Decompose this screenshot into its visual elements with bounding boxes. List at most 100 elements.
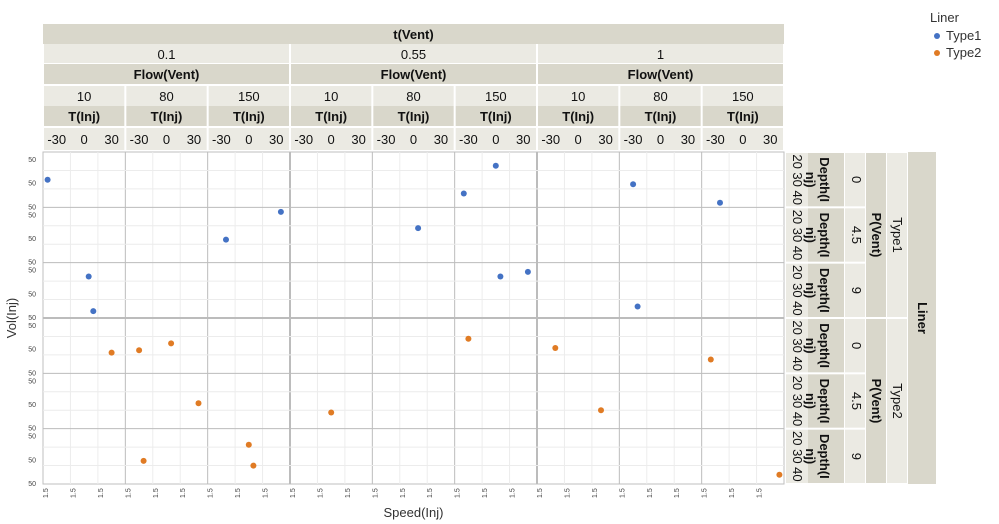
tvent-header-band xyxy=(43,24,784,44)
tinj-tick-cell xyxy=(455,128,536,150)
data-point-type2 xyxy=(195,400,202,407)
y-tick-label: 50 xyxy=(28,157,36,164)
x-tick-label: 1.5 xyxy=(757,488,764,498)
legend-marker-type1 xyxy=(934,33,940,39)
y-tick-label: 50 xyxy=(28,291,36,298)
depth-tick-cell xyxy=(786,429,808,483)
flow-value-label: 150 xyxy=(732,89,754,104)
data-point-type2 xyxy=(245,441,252,448)
data-point-type2 xyxy=(136,347,143,354)
x-tick-label: 1.5 xyxy=(317,488,324,498)
liner-value-label: Type1 xyxy=(890,217,905,252)
depth-tick-cell xyxy=(786,153,808,207)
depth-title-line1: Depth(I xyxy=(817,323,832,368)
data-point-type1 xyxy=(223,236,229,243)
flow-value-cell xyxy=(291,86,372,106)
liner-value-label: Type2 xyxy=(890,383,905,418)
tinj-tick-label: -30 xyxy=(130,132,149,147)
y-tick-label: 50 xyxy=(28,426,36,433)
x-tick-label: 1.5 xyxy=(564,488,571,498)
data-point-type1 xyxy=(630,181,637,188)
depth-tick-cell xyxy=(786,263,808,317)
tinj-tick-cell xyxy=(620,128,701,150)
pvent-value-label: 0 xyxy=(849,342,864,349)
flow-header-band xyxy=(44,64,289,84)
flow-value-cell xyxy=(455,86,536,106)
depth-title-line1: Depth(I xyxy=(817,379,832,424)
liner-header-band xyxy=(908,152,936,484)
tinj-tick-label: 0 xyxy=(657,132,664,147)
x-tick-label: 1.5 xyxy=(70,488,77,498)
y-tick-label: 50 xyxy=(28,236,36,243)
tinj-title: T(Inj) xyxy=(398,109,430,124)
x-tick-label: 1.5 xyxy=(510,488,517,498)
tvent-title: t(Vent) xyxy=(393,27,433,42)
depth-title-line2: nj) xyxy=(803,338,818,354)
tinj-tick-label: -30 xyxy=(459,132,478,147)
tinj-tick-label: -30 xyxy=(541,132,560,147)
tinj-tick-label: -30 xyxy=(624,132,643,147)
pvent-value-label: 9 xyxy=(849,287,864,294)
x-tick-label: 1.5 xyxy=(729,488,736,498)
depth-tick-labels: 20 30 40 xyxy=(790,154,805,205)
liner-value-cell xyxy=(887,319,907,483)
pvent-value-label: 4.5 xyxy=(849,226,864,244)
tvent-value-cell xyxy=(291,44,536,63)
data-point-type1 xyxy=(524,268,531,275)
data-point-type2 xyxy=(776,471,783,478)
data-point-type2 xyxy=(168,340,175,347)
x-tick-label: 1.5 xyxy=(345,488,352,498)
tinj-tick-cell xyxy=(538,128,619,150)
tinj-header-band xyxy=(208,106,289,126)
depth-header-band xyxy=(808,429,844,483)
x-tick-label: 1.5 xyxy=(674,488,681,498)
tinj-header-band xyxy=(455,106,536,126)
tinj-tick-label: -30 xyxy=(706,132,725,147)
tinj-title: T(Inj) xyxy=(151,109,183,124)
data-point-type1 xyxy=(717,199,723,206)
pvent-value-cell xyxy=(845,429,865,483)
data-point-type1 xyxy=(497,273,504,280)
flow-value-cell xyxy=(538,86,619,106)
flow-title: Flow(Vent) xyxy=(628,67,694,82)
depth-title-line2: nj) xyxy=(803,448,818,464)
data-point-type1 xyxy=(460,190,467,197)
data-point-type1 xyxy=(634,303,641,310)
tvent-value-cell xyxy=(44,44,289,63)
y-tick-label: 50 xyxy=(28,402,36,409)
data-point-type1 xyxy=(277,208,284,215)
depth-tick-cell xyxy=(786,319,808,373)
tinj-tick-label: 30 xyxy=(351,132,365,147)
depth-title-line1: Depth(I xyxy=(817,157,832,202)
flow-value-cell xyxy=(208,86,289,106)
flow-value-label: 10 xyxy=(77,89,91,104)
tinj-tick-label: 0 xyxy=(245,132,252,147)
tinj-header-band xyxy=(620,106,701,126)
tinj-tick-label: -30 xyxy=(377,132,396,147)
tinj-tick-label: 30 xyxy=(598,132,612,147)
flow-value-cell xyxy=(44,86,125,106)
liner-row-title: Liner xyxy=(915,302,930,334)
depth-title-line1: Depth(I xyxy=(817,213,832,258)
data-point-type2 xyxy=(250,462,257,469)
data-point-type2 xyxy=(707,356,714,363)
tinj-tick-label: 0 xyxy=(575,132,582,147)
x-tick-label: 1.5 xyxy=(180,488,187,498)
tinj-header-band xyxy=(373,106,454,126)
x-tick-label: 1.5 xyxy=(647,488,654,498)
tinj-tick-label: 30 xyxy=(269,132,283,147)
pvent-header-band xyxy=(866,319,886,483)
x-tick-label: 1.5 xyxy=(235,488,242,498)
flow-header-band xyxy=(291,64,536,84)
flow-value-cell xyxy=(373,86,454,106)
tvent-value-cell xyxy=(538,44,783,63)
x-tick-label: 1.5 xyxy=(619,488,626,498)
y-tick-label: 50 xyxy=(28,323,36,330)
tinj-header-band xyxy=(44,106,125,126)
flow-value-label: 10 xyxy=(571,89,585,104)
y-axis-title: Vol(Inj) xyxy=(4,298,19,338)
tinj-tick-label: -30 xyxy=(47,132,66,147)
depth-tick-cell xyxy=(786,374,808,428)
tinj-tick-label: 30 xyxy=(187,132,201,147)
tinj-title: T(Inj) xyxy=(727,109,759,124)
